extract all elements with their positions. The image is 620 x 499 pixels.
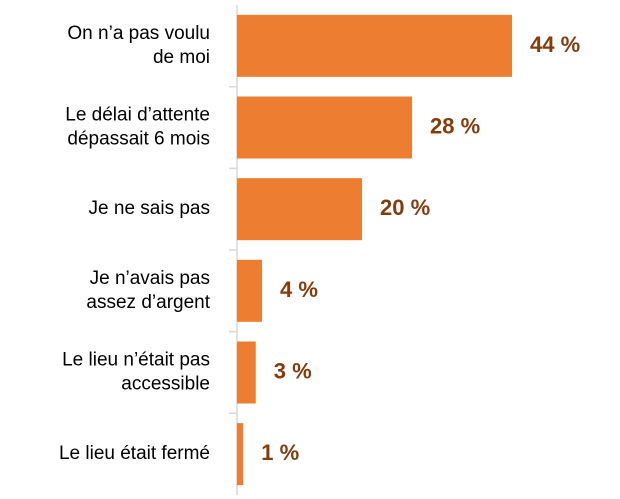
bar xyxy=(237,423,244,486)
bar xyxy=(237,14,512,77)
value-label: 3 % xyxy=(274,358,312,383)
value-label: 20 % xyxy=(380,195,430,220)
bar xyxy=(237,341,256,404)
value-label: 28 % xyxy=(430,113,480,138)
bar xyxy=(237,96,412,159)
category-label: On n’a pas voulu de moi xyxy=(67,23,210,68)
category-label: Le délai d’attente dépassait 6 mois xyxy=(65,105,210,150)
value-label: 44 % xyxy=(530,32,580,57)
category-label: Le lieu était fermé xyxy=(59,443,210,464)
value-label: 4 % xyxy=(280,277,318,302)
category-label: Je n’avais pas assez d’argent xyxy=(86,268,210,313)
category-label: Le lieu n’était pas accessible xyxy=(62,350,210,395)
category-label: Je ne sais pas xyxy=(89,198,210,219)
value-label: 1 % xyxy=(261,440,299,465)
bar xyxy=(237,178,362,241)
bar xyxy=(237,259,262,322)
